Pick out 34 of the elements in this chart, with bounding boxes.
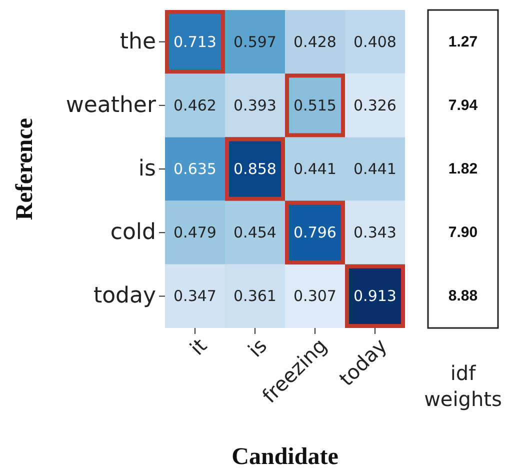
- data-label: 0.361: [234, 287, 276, 306]
- data-label: 0.913: [354, 287, 396, 306]
- x-axis-title: Candidate: [232, 444, 339, 470]
- data-label: 0.326: [354, 96, 396, 114]
- data-label: 0.307: [294, 287, 336, 306]
- data-label: 0.796: [294, 224, 336, 242]
- data-label: 0.347: [174, 287, 216, 306]
- data-label: 0.428: [294, 32, 336, 51]
- data-label: 0.441: [354, 160, 396, 178]
- data-label: 0.597: [234, 32, 276, 51]
- data-label: 0.454: [234, 224, 276, 242]
- y-tick-label: cold: [110, 220, 156, 246]
- data-label: 0.713: [174, 32, 216, 51]
- y2-tick-label: 8.88: [448, 288, 478, 305]
- data-label: 0.858: [234, 160, 276, 178]
- data-label: 0.635: [174, 160, 216, 178]
- data-label: 0.343: [354, 224, 396, 242]
- y2-tick-label: 1.27: [448, 33, 478, 50]
- y-tick-label: today: [93, 284, 156, 309]
- x-tick-label: it: [185, 333, 212, 360]
- y-tick-label: weather: [66, 92, 157, 118]
- data-label: 0.441: [294, 160, 336, 178]
- y2-tick-label: 7.90: [448, 224, 478, 242]
- data-label: 0.479: [174, 224, 216, 242]
- data-label: 0.515: [294, 96, 336, 114]
- y-axis-title: Reference: [12, 118, 38, 220]
- y2-axis-title: idf weights: [424, 361, 502, 411]
- data-label: 0.408: [354, 32, 396, 51]
- y2-tick-label: 7.94: [448, 96, 478, 114]
- y-tick-label: is: [138, 156, 156, 182]
- y-tick-label: the: [120, 29, 156, 54]
- y2-tick-label: 1.82: [448, 160, 478, 178]
- data-label: 0.393: [234, 96, 276, 114]
- data-label: 0.462: [174, 96, 216, 114]
